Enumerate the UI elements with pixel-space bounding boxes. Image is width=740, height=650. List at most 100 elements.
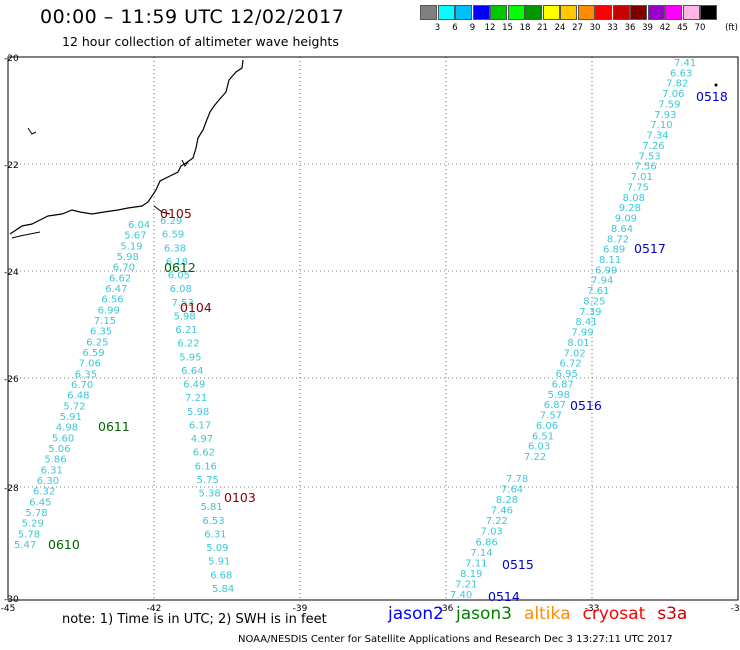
wave-height-value: 6.32 [33,487,55,498]
scale-label: 9 [469,23,476,33]
scale-swatch [560,5,577,20]
wave-height-value: 6.70 [71,380,93,391]
x-tick-label: -39 [293,604,308,614]
wave-height-value: 6.51 [532,431,554,442]
wave-height-value: 6.45 [29,497,51,508]
wave-height-value: 8.19 [460,569,482,580]
footer-note: note: 1) Time is in UTC; 2) SWH is in fe… [62,612,327,627]
scale-label: 12 [484,23,496,33]
scale-label: 18 [519,23,531,33]
wave-height-value: 6.62 [109,273,131,284]
wave-height-value: 5.91 [60,412,82,423]
wave-height-value: 7.53 [172,298,194,309]
wave-height-value: 6.53 [202,516,224,527]
credit-line: NOAA/NESDIS Center for Satellite Applica… [238,634,673,645]
wave-height-value: 5.60 [52,433,74,444]
scale-label: 36 [624,23,636,33]
wave-height-value: 7.10 [650,120,672,131]
wave-height-value: 6.04 [128,220,150,231]
wave-height-value: 7.93 [654,110,676,121]
scale-swatch [630,5,647,20]
pass-time-label: 0612 [164,260,196,275]
wave-height-value: 6.06 [536,421,558,432]
scale-swatch [507,5,525,20]
wave-height-value: 9.28 [619,203,641,214]
scale-swatch [542,5,560,20]
wave-height-value: 5.67 [124,231,146,242]
wave-height-value: 6.31 [41,465,63,476]
wave-height-value: 5.78 [18,529,40,540]
wave-height-value: 7.34 [646,131,668,142]
scale-swatch [612,5,630,20]
wave-height-value: 5.95 [179,352,201,363]
wave-height-value: 7.41 [674,58,696,69]
wave-height-value: 5.91 [208,557,230,568]
wave-height-value: 8.28 [496,495,518,506]
y-tick-label: -20 [4,54,19,64]
wave-height-value: 6.35 [90,327,112,338]
scale-label: 30 [589,23,601,33]
wave-height-value: 6.25 [86,337,108,348]
scale-label: 27 [572,23,583,33]
wave-height-value: 7.15 [94,316,116,327]
scale-swatch [595,5,612,20]
wave-height-value: 7.11 [465,558,487,569]
pass-time-label: 0515 [502,557,534,572]
pass-time-label: 0514 [488,589,520,604]
scale-swatch [647,5,665,20]
wave-height-value: 6.05 [168,271,190,282]
wave-height-value: 5.29 [22,519,44,530]
wave-height-value: 7.61 [587,286,609,297]
wave-height-value: 7.59 [658,99,680,110]
wave-height-value: 8.72 [607,234,629,245]
wave-height-color-scale: 3 6 9 12 15 18 21 24 27 30 33 36 39 42 45 70 (ft) [420,5,740,35]
wave-height-value: 6.49 [183,380,205,391]
wave-height-value: 7.21 [185,393,207,404]
wave-height-value: 7.46 [491,506,513,517]
scale-swatch [577,5,595,20]
pass-time-label: 0517 [634,241,666,256]
wave-height-value: 5.78 [25,508,47,519]
scale-label: 21 [537,23,548,33]
pass-time-label: 0611 [98,419,130,434]
wave-height-value: 6.17 [189,420,211,431]
wave-height-value: 7.02 [563,348,585,359]
wave-height-value: 8.08 [623,193,645,204]
wave-height-value: 7.57 [540,411,562,422]
wave-height-value: 6.72 [560,359,582,370]
y-tick-label: -26 [4,375,19,385]
scale-swatch [455,5,472,20]
pass-time-label: 0516 [570,398,602,413]
x-tick-label: -33 [585,604,600,614]
wave-height-value: 5.98 [187,407,209,418]
wave-height-value: 8.01 [567,338,589,349]
x-tick-label: -36 [439,604,454,614]
map-frame [7,56,739,601]
wave-height-value: 7.01 [631,172,653,183]
page-title: 00:00 – 11:59 UTC 12/02/2017 [40,6,345,28]
wave-height-value: 6.64 [181,366,203,377]
wave-height-value: 4.97 [191,434,213,445]
scale-label: 39 [642,23,653,33]
scale-swatch [490,5,507,20]
wave-height-value: 5.75 [197,475,219,486]
scale-label: 24 [554,23,566,33]
wave-height-value: 7.06 [662,89,684,100]
wave-height-value: 4.98 [56,423,78,434]
wave-height-value: 5.98 [548,390,570,401]
pass-time-label: 0105 [160,206,192,221]
scale-label: 70 [694,23,706,33]
x-tick-label: -30 [731,604,740,614]
y-tick-label: -22 [4,161,19,171]
wave-height-value: 6.87 [552,379,574,390]
wave-height-value: 7.26 [642,141,664,152]
scale-swatch [420,5,437,20]
track-point [714,83,718,87]
pass-time-label: 0518 [696,89,728,104]
wave-height-value: 6.35 [75,369,97,380]
wave-height-value: 7.06 [79,359,101,370]
y-tick-label: -30 [4,595,19,605]
scale-unit-label: (ft) [725,23,738,33]
wave-height-value: 6.48 [67,391,89,402]
wave-height-value: 8.25 [583,296,605,307]
